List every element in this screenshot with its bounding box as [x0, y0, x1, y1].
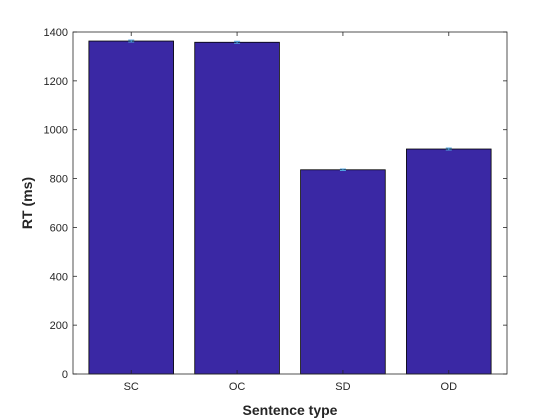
x-tick-label-sd: SD — [335, 381, 350, 393]
bar-sd — [300, 169, 386, 375]
bar-sc — [88, 40, 174, 375]
y-tick-label-1400: 1400 — [44, 27, 68, 39]
y-axis-ticks: 0 200 400 600 800 1000 1200 1400 — [44, 27, 507, 381]
bar-oc — [194, 41, 280, 375]
y-tick-label-1000: 1000 — [44, 125, 68, 137]
x-axis-ticks: SC OC SD OD — [124, 32, 458, 393]
x-axis-label: Sentence type — [243, 402, 338, 418]
bar-od — [406, 148, 492, 375]
y-tick-label-0: 0 — [62, 369, 68, 381]
x-tick-label-oc: OC — [229, 381, 246, 393]
y-axis-label: RT (ms) — [19, 177, 35, 229]
y-tick-label-200: 200 — [50, 320, 68, 332]
y-tick-label-400: 400 — [50, 271, 68, 283]
bars-group — [88, 40, 492, 375]
error-bars-group — [128, 39, 452, 172]
y-tick-label-600: 600 — [50, 222, 68, 234]
x-tick-label-od: OD — [441, 381, 458, 393]
y-tick-label-800: 800 — [50, 174, 68, 186]
plot-frame — [72, 31, 508, 375]
x-tick-label-sc: SC — [124, 381, 139, 393]
y-tick-label-1200: 1200 — [44, 76, 68, 88]
